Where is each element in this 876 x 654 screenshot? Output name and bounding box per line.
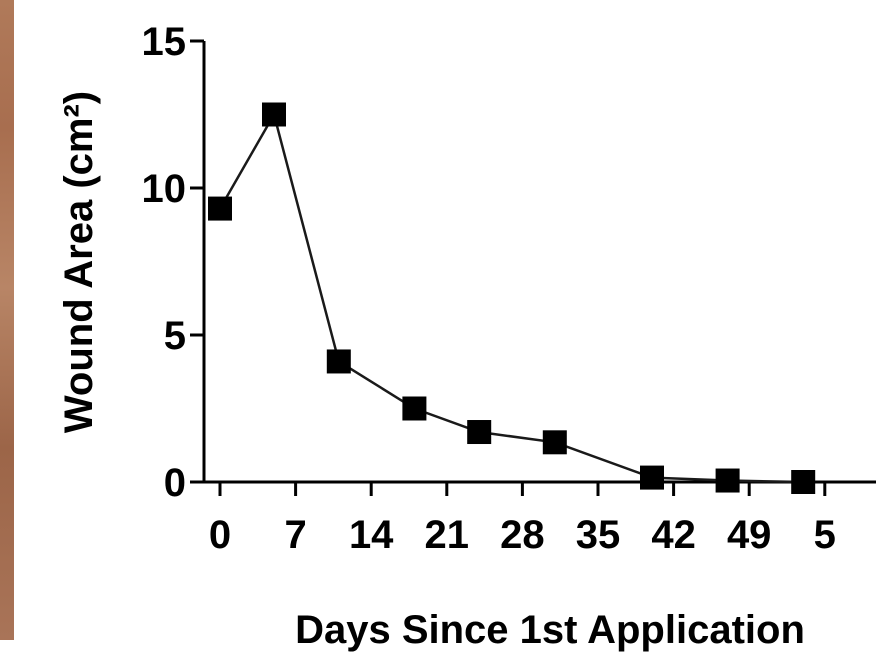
x-tick-label: 49 bbox=[727, 513, 772, 557]
data-point-marker bbox=[640, 465, 664, 490]
axes: 0 5 10 15 0 7 14 21 28 35 42 49 5 bbox=[142, 20, 876, 557]
x-axis-title: Days Since 1st Application bbox=[295, 608, 805, 652]
y-axis-title: Wound Area (cm²) bbox=[57, 91, 101, 433]
x-tick-label: 42 bbox=[651, 513, 696, 557]
x-tick-label: 7 bbox=[284, 513, 306, 557]
series-layer bbox=[208, 102, 816, 494]
x-tick-label: 14 bbox=[349, 513, 394, 557]
data-point-marker bbox=[542, 430, 567, 455]
data-point-marker bbox=[402, 396, 427, 421]
series-line bbox=[218, 111, 804, 484]
data-point-marker bbox=[262, 102, 286, 127]
y-tick-label: 0 bbox=[164, 461, 186, 505]
data-point-marker bbox=[715, 468, 740, 493]
x-tick-label: 21 bbox=[425, 513, 470, 557]
x-tick-label: 28 bbox=[500, 513, 545, 557]
data-point-marker bbox=[326, 349, 351, 374]
y-tick-label: 15 bbox=[142, 20, 187, 64]
x-tick-label: 5 bbox=[814, 513, 836, 557]
x-tick-label: 0 bbox=[209, 513, 231, 557]
y-tick-label: 5 bbox=[164, 314, 186, 358]
data-point-marker bbox=[467, 420, 492, 445]
data-point-marker bbox=[208, 196, 232, 221]
adjacent-photo-edge bbox=[0, 0, 14, 640]
data-point-marker bbox=[791, 470, 816, 494]
y-tick-label: 10 bbox=[142, 167, 187, 211]
x-tick-label: 35 bbox=[576, 513, 621, 557]
